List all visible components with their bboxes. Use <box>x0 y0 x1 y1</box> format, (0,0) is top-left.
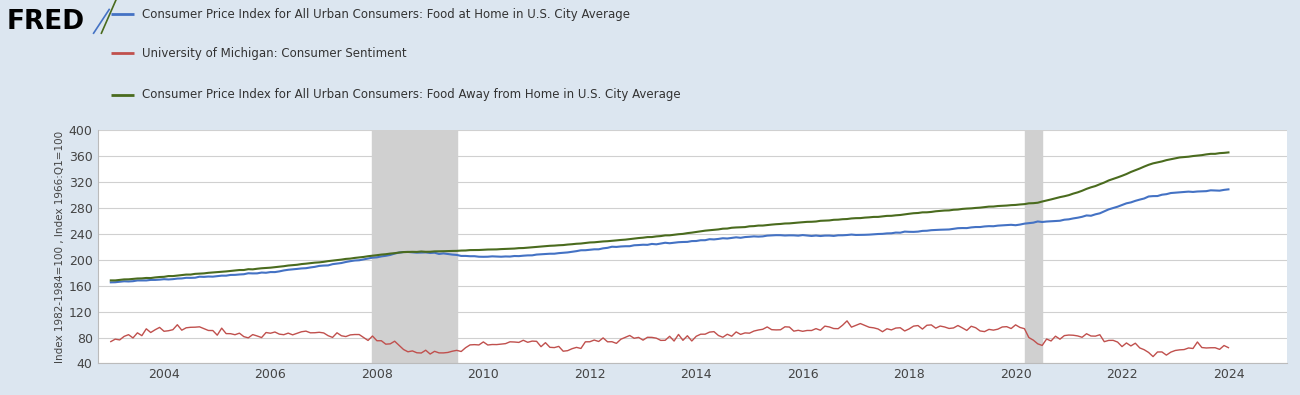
Bar <box>1024 130 1043 363</box>
Bar <box>373 130 456 363</box>
Text: Consumer Price Index for All Urban Consumers: Food Away from Home in U.S. City A: Consumer Price Index for All Urban Consu… <box>142 88 680 101</box>
Text: University of Michigan: Consumer Sentiment: University of Michigan: Consumer Sentime… <box>142 47 407 60</box>
Text: Consumer Price Index for All Urban Consumers: Food at Home in U.S. City Average: Consumer Price Index for All Urban Consu… <box>142 8 629 21</box>
Text: FRED: FRED <box>6 9 84 36</box>
Y-axis label: Index 1982-1984=100 , Index 1966:Q1=100: Index 1982-1984=100 , Index 1966:Q1=100 <box>55 131 65 363</box>
